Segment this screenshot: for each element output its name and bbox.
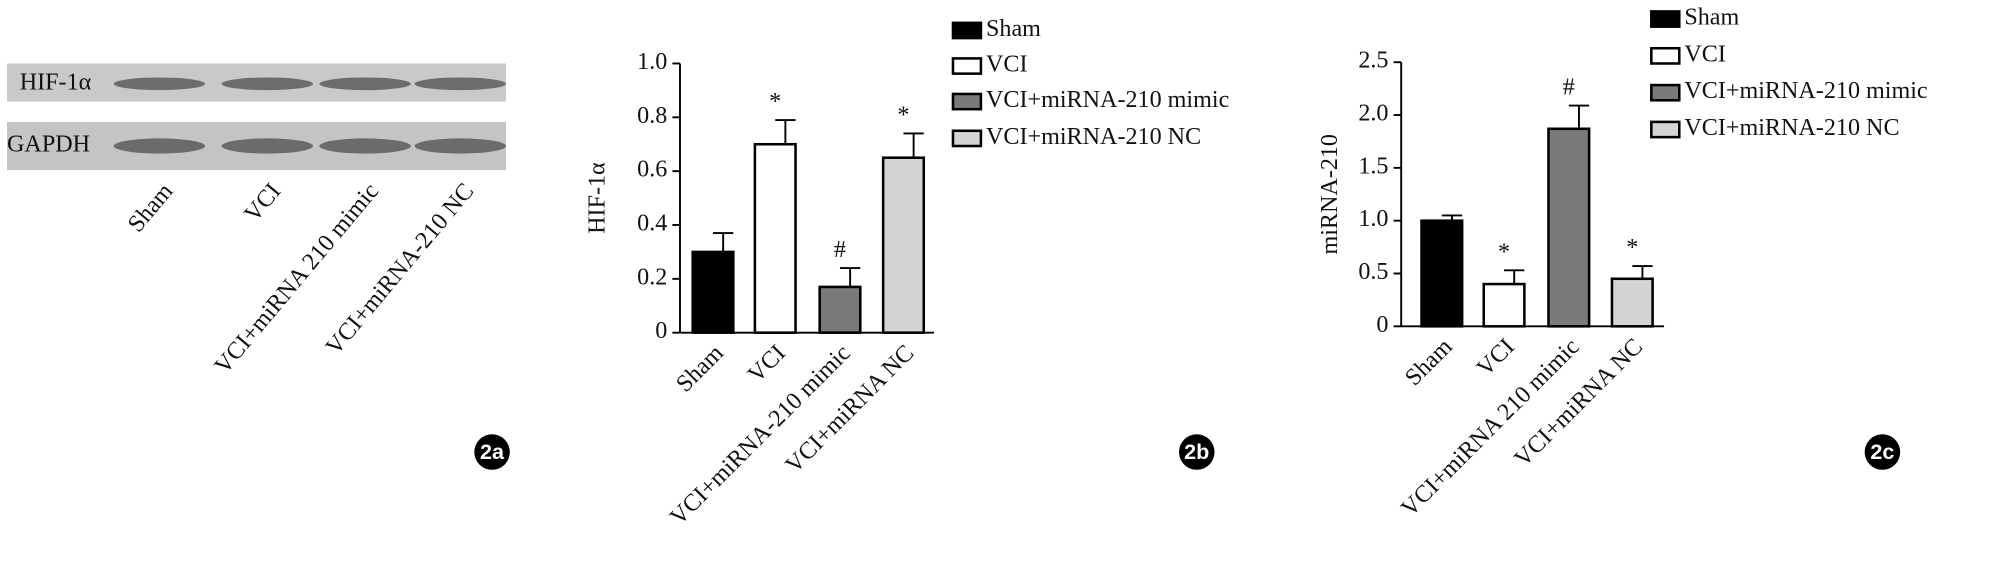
band [113, 77, 206, 91]
y-tick-label: 0.8 [637, 103, 667, 129]
band [319, 77, 411, 91]
x-tick-label: VCI+miRNA 210 mimic [210, 179, 384, 380]
legend-label: VCI+miRNA-210 NC [986, 124, 1201, 150]
legend-swatch [1650, 10, 1681, 28]
y-axis-label: miRNA-210 [1317, 134, 1343, 255]
band [319, 138, 411, 154]
legend-swatch [1650, 83, 1681, 102]
y-tick-label: 0 [1376, 312, 1388, 338]
legend-swatch [951, 21, 983, 40]
panel-label: 2a [480, 439, 505, 464]
legend-label: VCI [1684, 41, 1726, 67]
y-tick-label: 1.5 [1358, 153, 1388, 179]
legend-label: VCI+miRNA-210 mimic [986, 87, 1229, 113]
x-tick-label: Sham [672, 340, 729, 397]
x-tick-label: Sham [1400, 334, 1457, 391]
significance-mark: * [1498, 239, 1510, 265]
legend-label: Sham [986, 16, 1041, 42]
panel-badge [1864, 434, 1901, 470]
panel-badge [474, 434, 510, 470]
y-tick-label: 0.5 [1358, 259, 1388, 285]
legend-swatch [1650, 120, 1681, 139]
y-tick-label: 2.0 [1358, 101, 1388, 127]
bar [1547, 127, 1591, 328]
legend-swatch [1650, 46, 1681, 65]
significance-mark: * [897, 102, 909, 128]
legend-swatch [951, 57, 983, 75]
y-tick-label: 2.5 [1358, 48, 1388, 74]
significance-mark: # [1563, 75, 1575, 101]
x-tick-label: Sham [123, 178, 178, 237]
legend-swatch [951, 129, 983, 148]
x-tick-label: VCI [1472, 334, 1520, 382]
bar [1482, 282, 1526, 328]
row-label: HIF-1α [20, 69, 92, 95]
panel-label: 2b [1184, 439, 1209, 464]
y-tick-label: 0.2 [637, 264, 667, 290]
legend-label: VCI+miRNA-210 mimic [1684, 78, 1927, 104]
legend-label: VCI [986, 52, 1028, 78]
y-tick-label: 0 [655, 318, 667, 344]
band [414, 138, 507, 154]
significance-mark: * [769, 89, 781, 115]
legend-label: VCI+miRNA-210 NC [1684, 115, 1899, 141]
panel-badge [1178, 434, 1215, 470]
y-tick-label: 0.6 [637, 157, 667, 183]
band [221, 138, 314, 154]
bar [881, 156, 926, 334]
row-label: GAPDH [7, 132, 90, 158]
bar [753, 142, 797, 334]
y-tick-label: 0.4 [637, 211, 667, 237]
significance-mark: * [1626, 235, 1638, 261]
bar [691, 250, 735, 334]
legend-label: Sham [1684, 5, 1739, 31]
band [414, 77, 507, 91]
y-axis-label: HIF-1α [584, 162, 610, 234]
y-tick-label: 1.0 [637, 49, 667, 75]
y-tick-label: 1.0 [1358, 206, 1388, 232]
significance-mark: # [834, 237, 846, 263]
x-tick-label: VCI [743, 340, 791, 388]
bar [1610, 277, 1654, 328]
bar [818, 285, 862, 334]
band [113, 138, 206, 154]
panel-label: 2c [1870, 439, 1894, 464]
legend-swatch [951, 92, 983, 111]
x-tick-label: VCI [240, 179, 287, 228]
bar [1420, 219, 1464, 328]
band [221, 77, 314, 91]
